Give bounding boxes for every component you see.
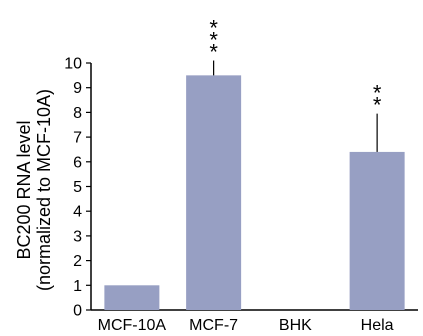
x-tick-label: BHK: [279, 317, 312, 334]
y-tick-label: 3: [73, 228, 82, 245]
y-tick-label: 1: [73, 278, 82, 295]
bars: [104, 75, 405, 310]
x-tick-label: MCF-7: [189, 317, 238, 334]
y-tick-label: 6: [73, 154, 82, 171]
y-tick-label: 10: [64, 56, 82, 73]
x-tick-label: Hela: [361, 317, 394, 334]
bar-mcf-7: [186, 75, 242, 310]
x-tick-label: MCF-10A: [98, 317, 167, 334]
y-tick-label: 7: [73, 130, 82, 147]
y-tick-label: 8: [73, 105, 82, 122]
y-tick-label: 0: [73, 303, 82, 320]
significance-star: *: [209, 16, 218, 41]
significance-star: *: [209, 28, 218, 53]
bar-mcf-10a: [104, 285, 160, 310]
y-tick-label: 5: [73, 179, 82, 196]
y-axis-title-line1: BC200 RNA level: [14, 120, 34, 259]
bar-hela: [349, 151, 405, 310]
significance-star: *: [373, 93, 382, 118]
labels: MCF-10A***MCF-7 BHK**Hela: [98, 16, 394, 334]
significance-star: *: [373, 81, 382, 106]
y-tick-label: 4: [73, 204, 82, 221]
significance-star: *: [209, 40, 218, 65]
y-tick-label: 2: [73, 253, 82, 270]
y-tick-label: 9: [73, 80, 82, 97]
y-axis-title: BC200 RNA level (normalized to MCF-10A): [14, 89, 54, 291]
error-bars: [213, 60, 378, 152]
y-axis-title-line2: (normalized to MCF-10A): [34, 89, 54, 291]
